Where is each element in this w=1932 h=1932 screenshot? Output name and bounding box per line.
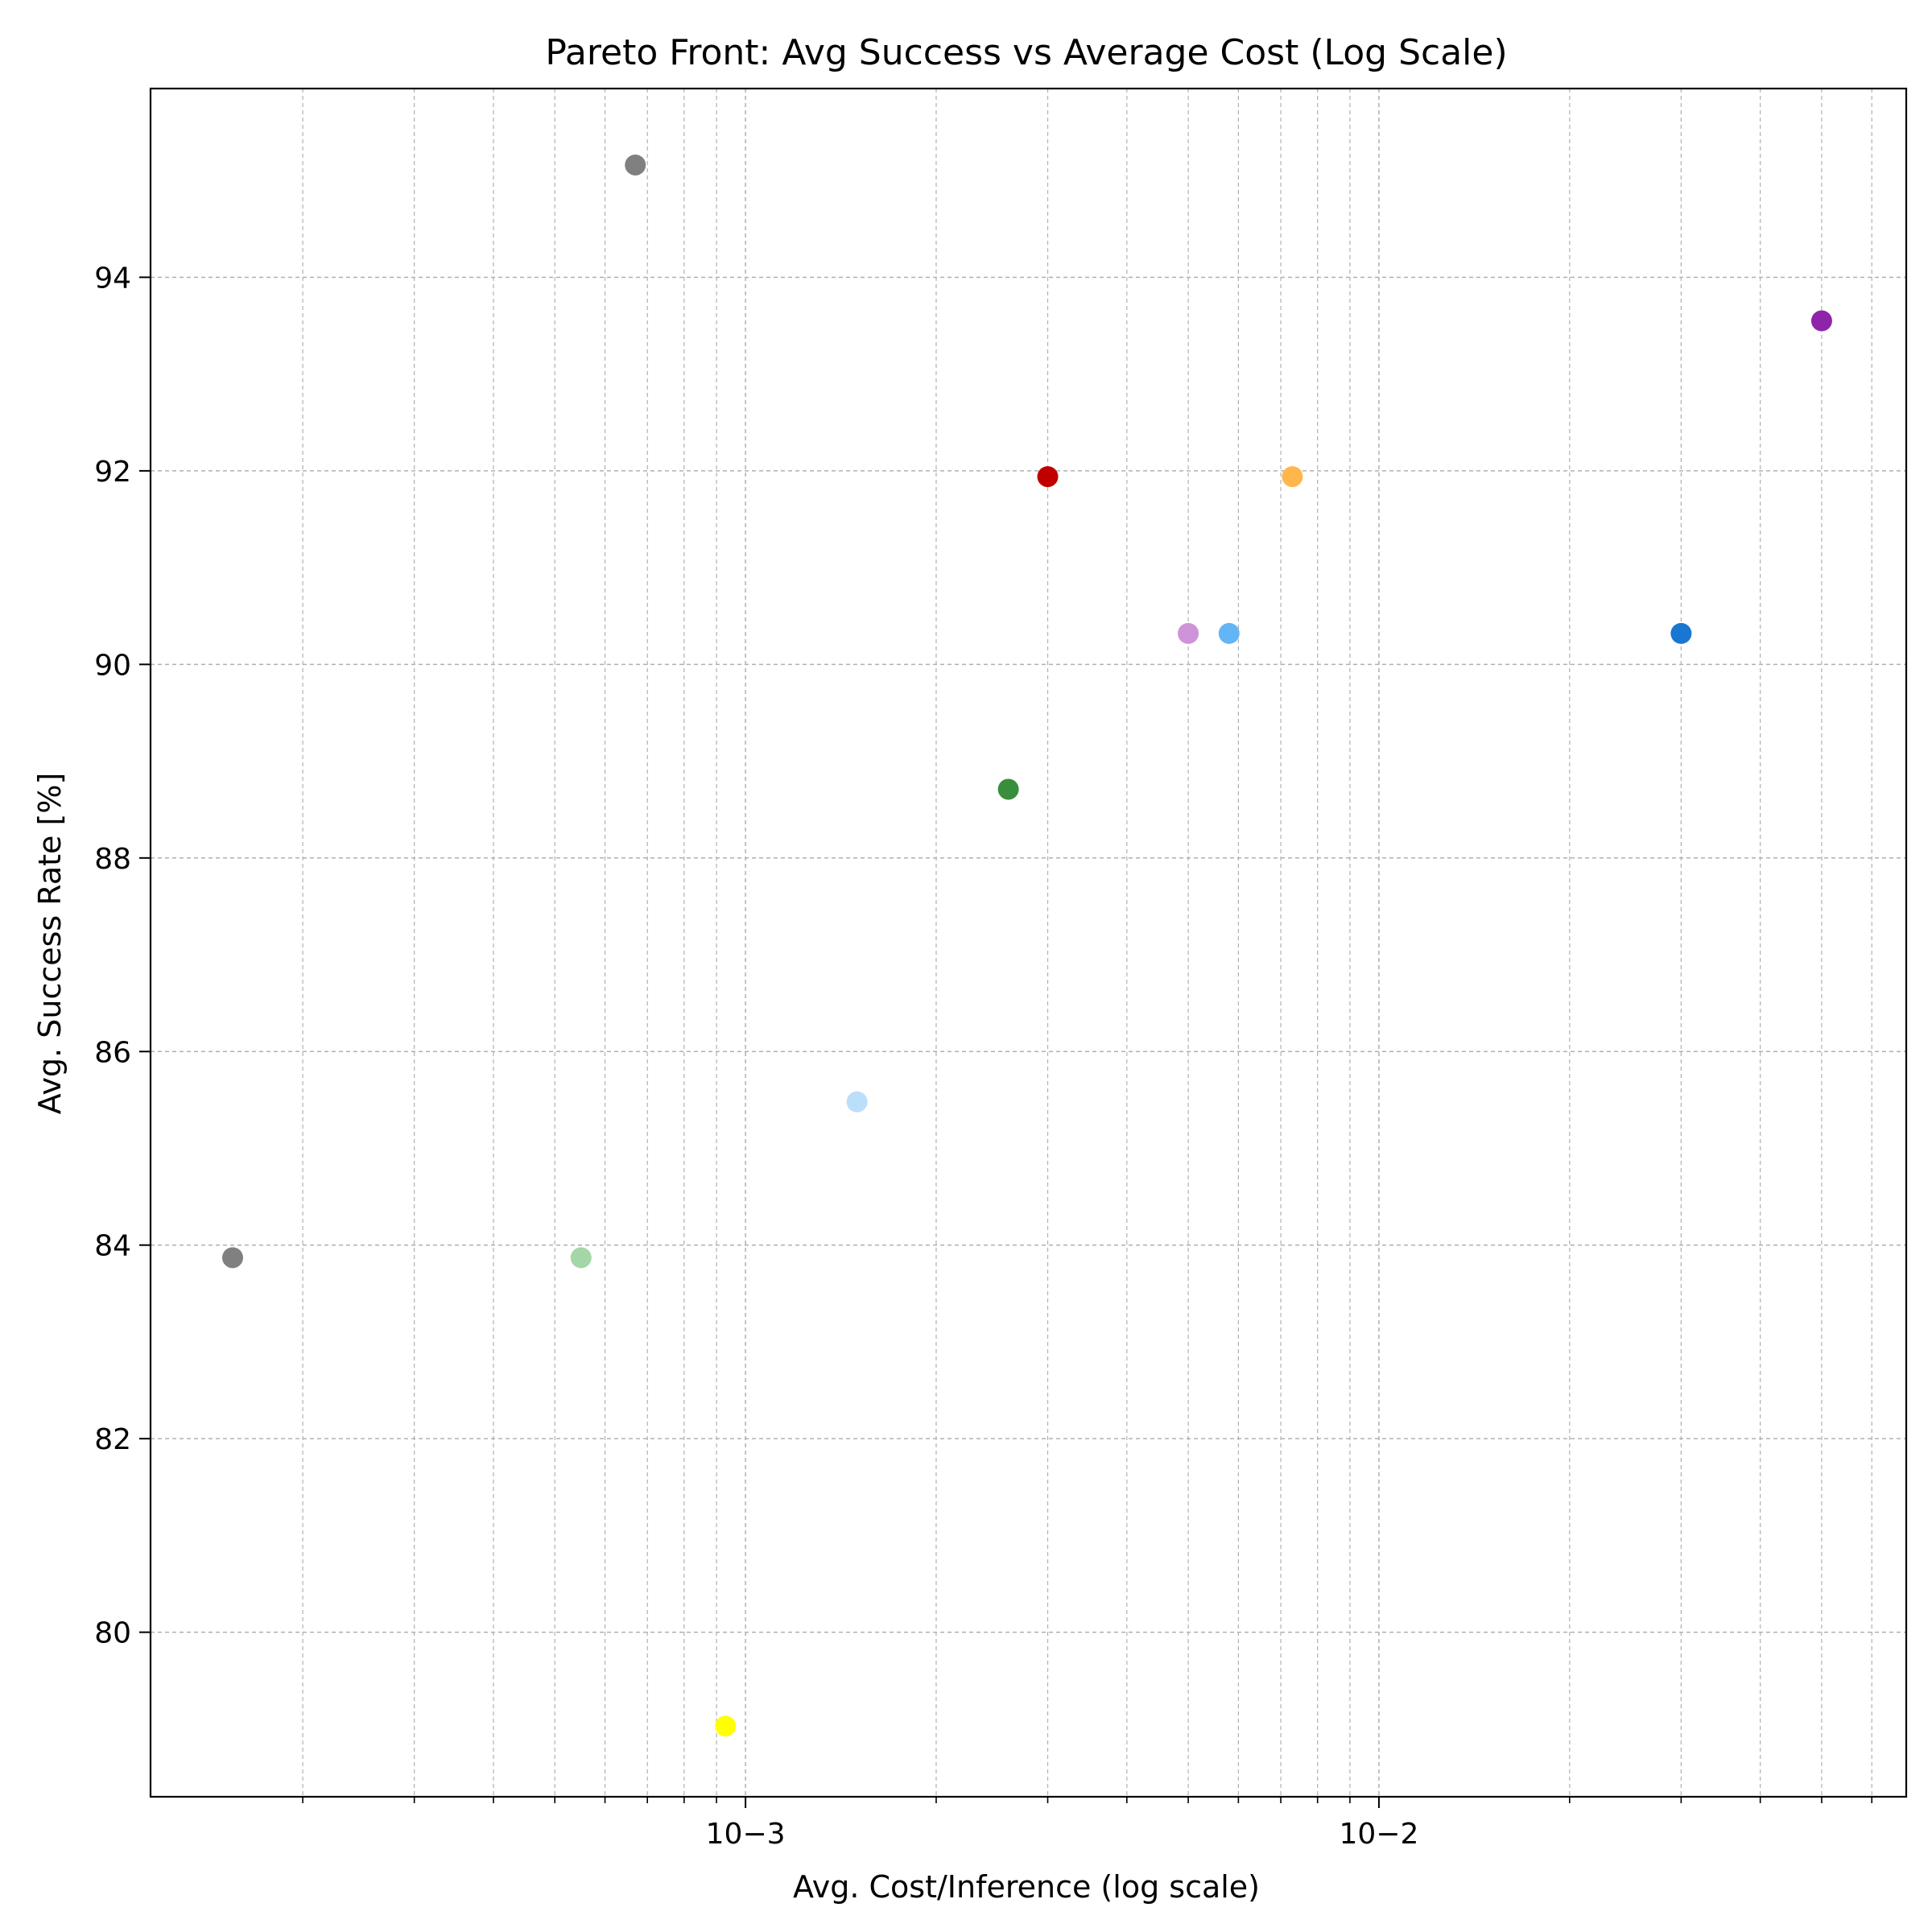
y-tick-label: 84 xyxy=(94,1230,131,1263)
data-point xyxy=(625,154,646,175)
x-tick-label: 10−2 xyxy=(1339,1818,1418,1851)
y-tick-label: 80 xyxy=(94,1617,131,1650)
y-tick-label: 88 xyxy=(94,843,131,876)
x-axis-label: Avg. Cost/Inference (log scale) xyxy=(793,1869,1260,1905)
y-axis-ticks: 80 82 84 86 88 90 92 94 xyxy=(94,262,151,1650)
data-point xyxy=(1178,622,1199,644)
data-point xyxy=(1810,310,1832,332)
data-point xyxy=(1670,622,1692,644)
data-point xyxy=(997,778,1019,800)
minor-gridlines xyxy=(302,89,1872,1797)
data-point xyxy=(1282,466,1303,488)
x-tick-label: 10−3 xyxy=(706,1818,786,1851)
y-tick-label: 92 xyxy=(94,456,131,489)
chart-title: Pareto Front: Avg Success vs Average Cos… xyxy=(545,32,1507,73)
plot-frame xyxy=(149,87,1908,1798)
data-point xyxy=(1218,622,1240,644)
y-tick-label: 90 xyxy=(94,649,131,682)
y-axis-label: Avg. Success Rate [%] xyxy=(32,773,68,1115)
data-point xyxy=(846,1091,868,1113)
data-point xyxy=(222,1247,244,1269)
data-points xyxy=(222,154,1832,1737)
data-point xyxy=(1037,466,1059,488)
data-point xyxy=(715,1715,737,1737)
data-point xyxy=(570,1247,592,1269)
y-tick-label: 94 xyxy=(94,262,131,295)
x-axis-ticks: 10−3 10−2 xyxy=(302,1797,1873,1851)
y-tick-label: 82 xyxy=(94,1423,131,1456)
major-gridlines xyxy=(151,89,1906,1797)
y-tick-label: 86 xyxy=(94,1036,131,1069)
